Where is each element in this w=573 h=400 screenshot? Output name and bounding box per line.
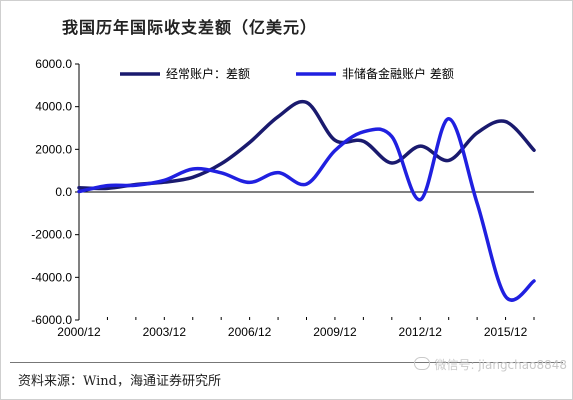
watermark: 微信号: jiangchao8848 xyxy=(414,356,567,373)
wechat-icon xyxy=(414,357,431,370)
x-tick-label: 2006/12 xyxy=(228,325,272,339)
x-axis-ticks: 2000/12 2003/12 2006/12 2009/12 2012/12 2015/… xyxy=(57,317,535,339)
chart-title: 我国历年国际收支差额（亿美元） xyxy=(62,18,318,37)
y-tick-label: -2000.0 xyxy=(31,228,72,242)
y-axis-ticks: -6000.0 -4000.0 -2000.0 0.0 2000.0 4000.0 6000… xyxy=(31,57,79,327)
legend-label-2: 非储备金融账户 差额 xyxy=(342,66,454,81)
legend-label-1: 经常账户：差额 xyxy=(166,66,250,81)
watermark-text: 微信号: jiangchao8848 xyxy=(434,358,567,372)
legend: 经常账户：差额 非储备金融账户 差额 xyxy=(120,66,454,81)
x-tick-label: 2000/12 xyxy=(57,325,101,339)
y-tick-label: 6000.0 xyxy=(35,57,72,71)
series-lines xyxy=(77,99,536,302)
y-tick-label: 4000.0 xyxy=(35,100,72,114)
y-tick-label: -6000.0 xyxy=(31,313,72,327)
x-tick-label: 2009/12 xyxy=(313,325,357,339)
y-tick-label: 2000.0 xyxy=(35,142,72,156)
x-tick-label: 2015/12 xyxy=(484,325,528,339)
y-tick-label: 0.0 xyxy=(55,185,72,199)
x-tick-label: 2012/12 xyxy=(399,325,443,339)
source-note: 资料来源：Wind，海通证券研究所 xyxy=(18,374,221,389)
series-line-2 xyxy=(77,117,536,302)
y-tick-label: -4000.0 xyxy=(31,270,72,284)
x-tick-label: 2003/12 xyxy=(143,325,187,339)
source-divider xyxy=(10,362,563,363)
series-line-1 xyxy=(77,99,536,191)
